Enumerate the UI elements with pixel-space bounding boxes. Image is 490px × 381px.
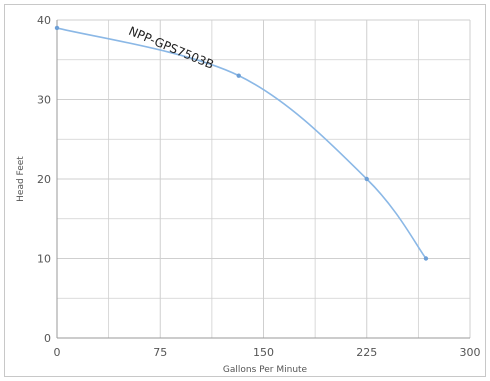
- y-tick-label: 10: [37, 253, 51, 266]
- y-axis-label: Head Feet: [16, 156, 26, 202]
- data-point: [236, 73, 241, 78]
- y-tick-label: 40: [37, 14, 51, 27]
- chart-frame: [4, 4, 486, 377]
- y-tick-label: 20: [37, 173, 51, 186]
- series-name-label: NPP-GPS7503B: [127, 24, 216, 72]
- axes: 0 75 150 225 300 0 10 20 30 40: [37, 14, 481, 359]
- data-point: [54, 25, 60, 31]
- y-tick-label: 0: [44, 332, 51, 345]
- series-line: [56, 27, 427, 259]
- data-point: [423, 256, 429, 261]
- y-tick-label: 30: [37, 94, 51, 107]
- x-tick-label: 75: [153, 346, 167, 359]
- x-axis-label: Gallons Per Minute: [223, 365, 308, 375]
- x-tick-label: 300: [460, 346, 481, 359]
- x-tick-label: 225: [356, 346, 377, 359]
- x-tick-label: 0: [54, 346, 61, 359]
- grid: [56, 19, 471, 339]
- data-point: [364, 176, 369, 182]
- x-tick-label: 150: [253, 346, 274, 359]
